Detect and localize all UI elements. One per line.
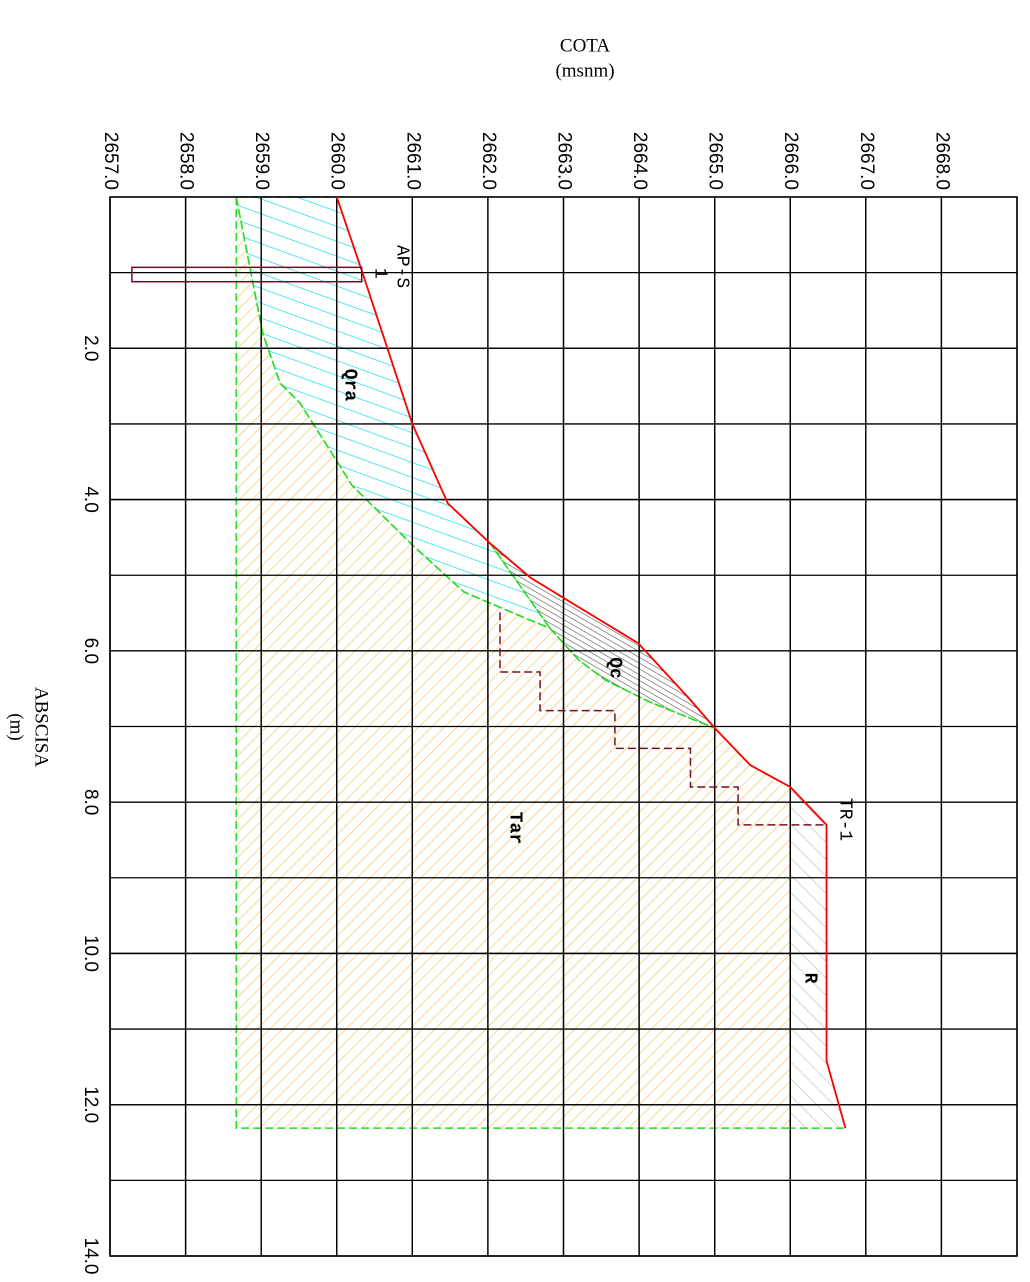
x-tick-label: 2.0	[80, 335, 101, 361]
y-tick-label: 2661.0	[402, 132, 423, 190]
layer-label: Qra	[339, 369, 359, 402]
layer-label: Tar	[504, 812, 524, 844]
x-tick-label: 14.0	[80, 1238, 101, 1275]
x-tick-label: 4.0	[80, 486, 101, 512]
layer-label: R	[799, 973, 819, 984]
y-tick-label: 2662.0	[478, 132, 499, 190]
axis-label: ABSCISA	[31, 687, 52, 768]
borehole	[131, 266, 363, 283]
axis-unit: (msnm)	[555, 60, 614, 81]
surface-line	[335, 196, 847, 1129]
x-tick-label: 10.0	[80, 935, 101, 972]
y-tick-label: 2666.0	[780, 132, 801, 190]
y-tick-label: 2668.0	[931, 132, 952, 190]
axis-label: COTA	[560, 35, 610, 56]
y-tick-label: 2660.0	[327, 132, 348, 190]
axis-unit: (m)	[6, 713, 27, 740]
y-tick-label: 2665.0	[705, 132, 726, 190]
x-tick-label: 6.0	[80, 638, 101, 664]
y-tick-label: 2667.0	[856, 132, 877, 190]
layer-label: Qc	[604, 657, 624, 679]
borehole	[499, 612, 827, 826]
borehole-label: 1	[369, 268, 389, 279]
borehole-label: TR-1	[834, 798, 854, 841]
y-tick-label: 2659.0	[251, 132, 272, 190]
x-tick-label: 8.0	[80, 789, 101, 815]
x-tick-label: 12.0	[80, 1086, 101, 1123]
y-tick-label: 2658.0	[176, 132, 197, 190]
y-tick-label: 2663.0	[553, 132, 574, 190]
y-tick-label: 2657.0	[100, 132, 121, 190]
y-tick-label: 2664.0	[629, 132, 650, 190]
borehole-label: AP-S	[391, 245, 411, 288]
